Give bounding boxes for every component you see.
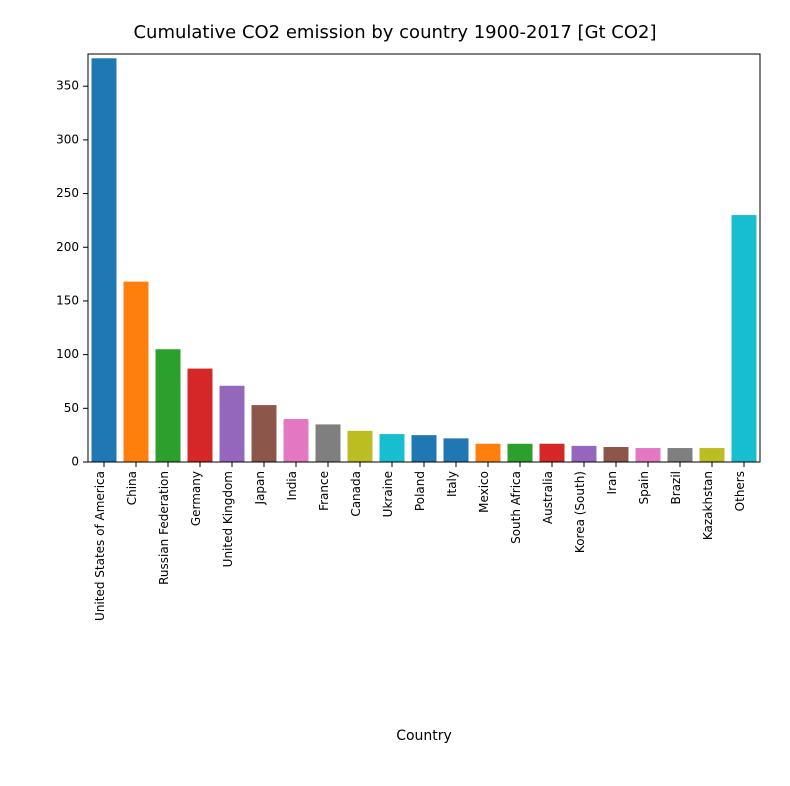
- bar: [188, 369, 213, 462]
- x-tick-label: Others: [733, 471, 747, 511]
- bar: [508, 444, 533, 462]
- y-tick-label: 150: [56, 293, 79, 307]
- bar: [668, 448, 693, 462]
- bar: [252, 405, 277, 462]
- x-ticks: United States of America China Russian Fed…: [93, 462, 747, 621]
- bar: [316, 424, 341, 462]
- bar: [220, 386, 245, 462]
- bar: [732, 215, 757, 462]
- bar: [476, 444, 501, 462]
- chart-svg: 0 50 100 150 200 250 300 350 United States of Am…: [0, 0, 790, 786]
- x-tick-label: United States of America: [93, 471, 107, 621]
- x-tick-label: Germany: [189, 471, 203, 526]
- y-tick-label: 50: [64, 401, 79, 415]
- y-tick-label: 100: [56, 347, 79, 361]
- bar: [348, 431, 373, 462]
- x-tick-label: France: [317, 471, 331, 511]
- x-tick-label: Japan: [253, 471, 267, 505]
- bar: [540, 444, 565, 462]
- x-tick-label: China: [125, 471, 139, 505]
- bar: [156, 349, 181, 462]
- figure: Cumulative CO2 emission by country 1900-…: [0, 0, 790, 786]
- x-tick-label: Spain: [637, 471, 651, 505]
- bar: [444, 438, 469, 462]
- bar: [604, 447, 629, 462]
- bar: [412, 435, 437, 462]
- bar: [572, 446, 597, 462]
- y-tick-label: 200: [56, 240, 79, 254]
- y-tick-label: 250: [56, 186, 79, 200]
- x-tick-label: Canada: [349, 471, 363, 517]
- x-tick-label: Kazakhstan: [701, 471, 715, 540]
- x-tick-label: South Africa: [509, 471, 523, 544]
- x-tick-label: Poland: [413, 471, 427, 511]
- x-tick-label: United Kingdom: [221, 471, 235, 567]
- y-ticks: 0 50 100 150 200 250 300 350: [56, 79, 88, 469]
- bar: [124, 282, 149, 462]
- x-axis-label: Country: [396, 728, 452, 744]
- x-tick-label: Mexico: [477, 471, 491, 513]
- x-tick-label: India: [285, 471, 299, 500]
- y-tick-label: 0: [71, 455, 79, 469]
- x-tick-label: Brazil: [669, 471, 683, 505]
- chart-title: Cumulative CO2 emission by country 1900-…: [0, 22, 790, 43]
- bar: [636, 448, 661, 462]
- y-tick-label: 350: [56, 79, 79, 93]
- x-tick-label: Australia: [541, 471, 555, 524]
- bar: [700, 448, 725, 462]
- x-tick-label: Italy: [445, 471, 459, 497]
- bar: [380, 434, 405, 462]
- x-tick-label: Ukraine: [381, 471, 395, 517]
- bar: [92, 58, 117, 462]
- y-tick-label: 300: [56, 132, 79, 146]
- x-tick-label: Iran: [605, 471, 619, 494]
- x-tick-label: Russian Federation: [157, 471, 171, 585]
- bar: [284, 419, 309, 462]
- x-tick-label: Korea (South): [573, 471, 587, 553]
